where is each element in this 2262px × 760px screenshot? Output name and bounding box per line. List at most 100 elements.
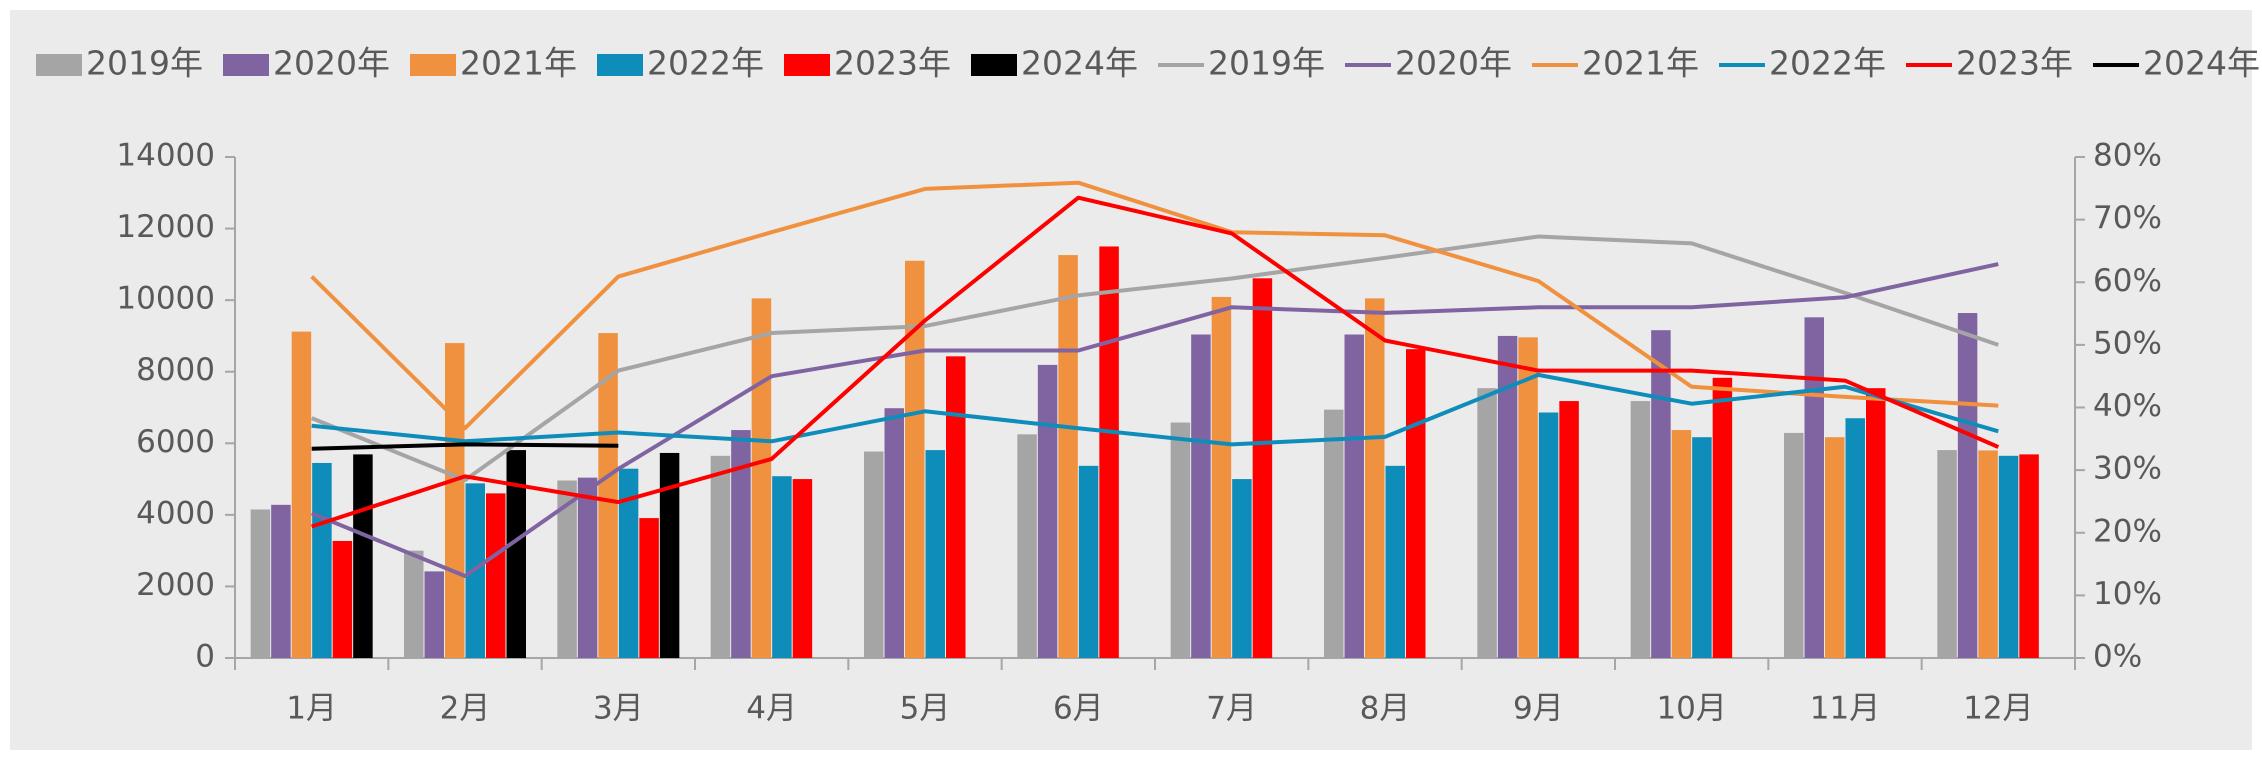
bar xyxy=(486,493,506,658)
bar xyxy=(731,430,751,658)
y2-tick-label: 30% xyxy=(2093,451,2162,487)
bar xyxy=(1630,401,1651,658)
legend-label: 2023年 xyxy=(1956,44,2073,83)
bar xyxy=(710,455,731,658)
bar xyxy=(1957,313,1978,658)
legend-label: 2021年 xyxy=(460,44,577,83)
legend-label: 2024年 xyxy=(1021,44,1138,83)
bar xyxy=(1344,334,1364,658)
bar xyxy=(618,468,639,658)
bar xyxy=(884,408,904,658)
y-tick-label: 10000 xyxy=(116,281,215,317)
legend-label: 2020年 xyxy=(1395,44,1512,83)
bar xyxy=(1099,246,1119,658)
line xyxy=(310,262,1999,578)
y2-tick-label: 20% xyxy=(2093,513,2162,549)
bar xyxy=(1671,430,1692,658)
bar xyxy=(1804,317,1824,658)
bar xyxy=(424,571,444,658)
line xyxy=(311,195,2000,529)
bar xyxy=(1497,335,1518,658)
line xyxy=(311,442,619,451)
bar xyxy=(1017,434,1037,658)
y2-tick-label: 0% xyxy=(2093,639,2142,675)
bar xyxy=(250,509,271,658)
y-tick-label: 0 xyxy=(195,639,215,675)
bar xyxy=(557,480,577,658)
bar xyxy=(1825,437,1845,658)
y2-tick-label: 40% xyxy=(2093,388,2162,424)
bar xyxy=(1365,298,1385,658)
legend-swatch xyxy=(223,54,269,76)
x-tick-label: 1月 xyxy=(286,691,337,727)
bar xyxy=(598,333,618,658)
bar xyxy=(1385,465,1405,658)
bar xyxy=(1518,337,1538,658)
bar xyxy=(271,504,291,658)
x-tick-label: 7月 xyxy=(1206,691,1257,727)
bar xyxy=(864,451,884,658)
y-tick-label: 4000 xyxy=(136,495,215,531)
legend-label: 2024年 xyxy=(2143,44,2260,83)
bar xyxy=(1937,450,1957,658)
x-tick-label: 2月 xyxy=(440,691,491,727)
legend-swatch xyxy=(784,54,830,76)
legend-swatch xyxy=(36,54,82,76)
bar xyxy=(1037,364,1058,658)
bar xyxy=(1845,418,1865,658)
bar xyxy=(312,462,332,658)
bar xyxy=(2019,454,2039,658)
bar xyxy=(905,260,925,658)
bar xyxy=(946,356,966,658)
bar xyxy=(772,476,792,658)
x-tick-label: 12月 xyxy=(1963,691,2033,727)
x-tick-label: 8月 xyxy=(1360,691,1411,727)
y2-tick-label: 50% xyxy=(2093,325,2162,361)
bar xyxy=(291,331,312,658)
x-tick-label: 11月 xyxy=(1810,691,1880,727)
x-tick-label: 9月 xyxy=(1513,691,1564,727)
bar xyxy=(1978,450,1998,658)
bar xyxy=(639,518,659,658)
legend-label: 2022年 xyxy=(647,44,764,83)
y2-tick-label: 80% xyxy=(2093,138,2162,174)
bar xyxy=(925,450,945,658)
legend-swatch xyxy=(597,54,643,76)
y-tick-label: 12000 xyxy=(116,209,215,245)
legend-label: 2022年 xyxy=(1769,44,1886,83)
bar xyxy=(1651,330,1671,658)
x-tick-label: 10月 xyxy=(1656,691,1726,727)
y-tick-label: 2000 xyxy=(136,567,215,603)
bar xyxy=(506,450,526,658)
bar xyxy=(1058,255,1078,658)
bar xyxy=(1170,422,1191,658)
legend-label: 2020年 xyxy=(273,44,390,83)
bar xyxy=(792,479,813,658)
legend-swatch xyxy=(971,54,1017,76)
legend-label: 2021年 xyxy=(1582,44,1699,83)
bar xyxy=(404,550,424,658)
bar xyxy=(1538,412,1559,658)
y2-tick-label: 10% xyxy=(2093,576,2162,612)
bar xyxy=(332,540,353,658)
bar xyxy=(1406,349,1426,658)
legend-swatch xyxy=(410,54,456,76)
bar xyxy=(577,477,598,658)
line xyxy=(310,180,1999,431)
bar xyxy=(751,298,772,658)
bar xyxy=(1191,334,1211,658)
bar xyxy=(659,452,680,658)
bar xyxy=(1324,409,1344,658)
legend-label: 2023年 xyxy=(834,44,951,83)
bar xyxy=(1784,432,1804,658)
bar xyxy=(1559,401,1579,658)
y2-tick-label: 70% xyxy=(2093,200,2162,236)
bar xyxy=(1232,479,1252,658)
legend-label: 2019年 xyxy=(1208,44,1325,83)
y-tick-label: 8000 xyxy=(136,352,215,388)
bar xyxy=(1866,388,1886,658)
y-tick-label: 6000 xyxy=(136,424,215,460)
x-tick-label: 5月 xyxy=(900,691,951,727)
